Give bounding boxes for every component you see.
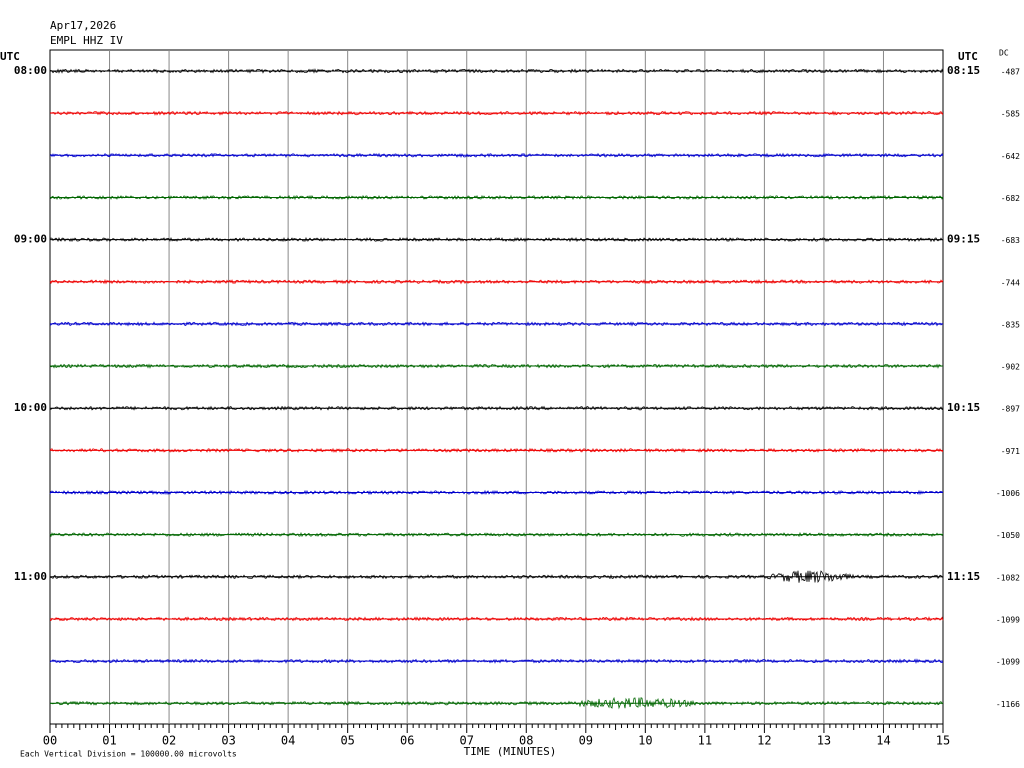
- x-tick-label: 10: [638, 734, 652, 748]
- date: Apr17,2026: [50, 19, 116, 32]
- hour-label-left: 10:00: [14, 401, 47, 414]
- trace: [49, 447, 944, 454]
- scale-note: Each Vertical Division = 100000.00 micro…: [20, 750, 237, 759]
- trace: [49, 194, 944, 201]
- trace: [49, 489, 944, 496]
- x-tick-label: 09: [579, 734, 593, 748]
- dc-value: -487: [1001, 68, 1020, 77]
- right-axis-label: UTC: [958, 50, 978, 63]
- hour-label-left: 08:00: [14, 64, 47, 77]
- trace: [49, 531, 944, 538]
- dc-value: -585: [1001, 110, 1020, 119]
- hour-label-left: 11:00: [14, 570, 47, 583]
- trace: [49, 152, 944, 158]
- hour-label-right: 08:15: [947, 64, 980, 77]
- x-tick-label: 12: [757, 734, 771, 748]
- x-tick-label: 08: [519, 734, 533, 748]
- x-tick-label: 01: [102, 734, 116, 748]
- dc-value: -1099: [996, 658, 1020, 667]
- dc-value: -1166: [996, 700, 1020, 709]
- x-tick-label: 06: [400, 734, 414, 748]
- x-tick-label: 14: [876, 734, 890, 748]
- dc-label: DC: [999, 49, 1009, 58]
- left-axis-label: UTC: [0, 50, 20, 63]
- hour-label-right: 11:15: [947, 570, 980, 583]
- x-tick-label: 02: [162, 734, 176, 748]
- trace: [49, 236, 943, 243]
- x-tick-label: 04: [281, 734, 295, 748]
- x-tick-label: 11: [698, 734, 712, 748]
- trace: [49, 321, 944, 327]
- dc-value: -971: [1001, 447, 1020, 456]
- station: EMPL HHZ IV: [50, 34, 123, 47]
- trace: [49, 658, 944, 665]
- trace: [49, 570, 944, 583]
- trace: [49, 696, 944, 710]
- dc-value: -1050: [996, 531, 1020, 540]
- x-tick-label: 07: [460, 734, 474, 748]
- dc-value: -835: [1001, 320, 1020, 329]
- dc-value: -902: [1001, 363, 1020, 372]
- hour-label-right: 10:15: [947, 401, 980, 414]
- dc-value: -744: [1001, 278, 1020, 287]
- dc-value: -897: [1001, 405, 1020, 414]
- x-tick-label: 15: [936, 734, 950, 748]
- hour-label-right: 09:15: [947, 233, 980, 246]
- dc-value: -1099: [996, 615, 1020, 624]
- dc-value: -642: [1001, 152, 1020, 161]
- x-tick-label: 13: [817, 734, 831, 748]
- trace: [49, 616, 944, 622]
- x-tick-label: 00: [43, 734, 57, 748]
- x-axis-title: TIME (MINUTES): [464, 745, 557, 758]
- trace: [49, 405, 944, 411]
- x-tick-label: 05: [340, 734, 354, 748]
- dc-value: -682: [1001, 194, 1020, 203]
- x-tick-label: 03: [221, 734, 235, 748]
- dc-value: -683: [1001, 236, 1020, 245]
- dc-value: -1082: [996, 573, 1020, 582]
- trace: [49, 68, 944, 74]
- trace: [49, 110, 944, 116]
- hour-label-left: 09:00: [14, 233, 47, 246]
- trace: [49, 278, 944, 285]
- plot-frame: [49, 49, 944, 725]
- trace: [49, 363, 944, 369]
- dc-value: -1006: [996, 489, 1020, 498]
